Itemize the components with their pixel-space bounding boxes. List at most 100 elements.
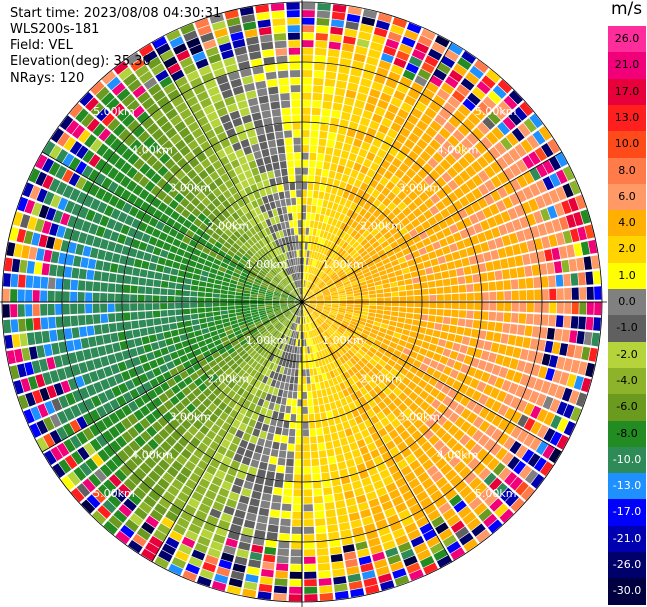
velocity-gate xyxy=(356,172,366,182)
velocity-gate xyxy=(332,568,346,578)
velocity-gate xyxy=(322,255,328,263)
velocity-gate xyxy=(302,197,307,205)
velocity-gate xyxy=(558,216,569,230)
velocity-gate xyxy=(367,261,375,268)
velocity-gate xyxy=(289,330,293,338)
velocity-gate xyxy=(363,326,372,332)
velocity-gate xyxy=(124,134,137,147)
velocity-gate xyxy=(476,156,489,169)
velocity-gate xyxy=(227,294,235,299)
velocity-gate xyxy=(448,412,460,424)
velocity-gate xyxy=(104,133,117,147)
velocity-gate xyxy=(288,296,295,300)
velocity-gate xyxy=(449,474,463,487)
velocity-gate xyxy=(308,315,312,322)
velocity-gate xyxy=(450,148,462,161)
velocity-gate xyxy=(434,212,444,223)
velocity-gate xyxy=(51,398,63,412)
velocity-gate xyxy=(314,277,320,284)
velocity-gate xyxy=(231,202,240,211)
velocity-gate xyxy=(145,303,153,311)
velocity-gate xyxy=(318,359,323,367)
velocity-gate xyxy=(251,143,260,153)
velocity-gate xyxy=(365,459,375,469)
velocity-gate xyxy=(289,220,294,228)
velocity-gate xyxy=(452,380,462,391)
velocity-gate xyxy=(424,198,435,209)
velocity-gate xyxy=(339,197,347,206)
velocity-gate xyxy=(258,461,268,471)
velocity-gate xyxy=(555,315,564,328)
velocity-gate xyxy=(390,122,402,133)
velocity-gate xyxy=(377,401,387,411)
velocity-gate xyxy=(461,336,471,346)
velocity-gate xyxy=(247,43,261,53)
velocity-gate xyxy=(302,77,312,85)
velocity-gate xyxy=(111,454,124,468)
velocity-gate xyxy=(152,397,163,408)
velocity-gate xyxy=(307,307,313,313)
velocity-gate xyxy=(391,306,399,312)
velocity-gate xyxy=(258,356,266,365)
velocity-gate xyxy=(390,241,399,249)
velocity-gate xyxy=(233,230,242,239)
velocity-gate xyxy=(223,189,232,199)
velocity-gate xyxy=(280,298,288,301)
velocity-gate xyxy=(352,344,360,352)
velocity-gate xyxy=(412,359,422,369)
velocity-gate xyxy=(293,220,298,228)
velocity-gate xyxy=(413,465,426,477)
velocity-gate xyxy=(219,411,229,421)
velocity-gate xyxy=(263,117,273,126)
velocity-gate xyxy=(321,419,329,428)
velocity-gate xyxy=(317,280,323,286)
velocity-gate xyxy=(235,265,244,272)
velocity-gate xyxy=(302,309,305,317)
velocity-gate xyxy=(449,369,459,379)
velocity-gate xyxy=(472,320,481,329)
velocity-gate xyxy=(299,287,301,295)
velocity-gate xyxy=(548,355,559,368)
velocity-gate xyxy=(56,442,70,457)
velocity-gate xyxy=(376,293,384,298)
velocity-gate xyxy=(302,17,315,25)
velocity-gate xyxy=(266,352,272,360)
velocity-gate xyxy=(506,132,519,146)
velocity-gate xyxy=(155,69,169,82)
velocity-gate xyxy=(360,508,372,519)
velocity-gate xyxy=(225,449,235,459)
velocity-gate xyxy=(235,288,244,293)
velocity-gate xyxy=(193,109,206,121)
velocity-gate xyxy=(288,436,295,444)
velocity-gate xyxy=(184,151,195,163)
velocity-gate xyxy=(85,234,95,246)
velocity-gate xyxy=(187,382,198,392)
velocity-gate xyxy=(134,507,148,520)
velocity-gate xyxy=(408,402,419,413)
velocity-gate xyxy=(249,227,257,236)
velocity-gate xyxy=(193,419,203,430)
velocity-gate xyxy=(515,159,528,173)
velocity-gate xyxy=(62,185,74,199)
velocity-gate xyxy=(85,458,98,472)
velocity-gate xyxy=(345,183,353,192)
velocity-gate xyxy=(371,343,380,351)
velocity-gate xyxy=(198,65,212,76)
velocity-gate xyxy=(257,591,272,600)
velocity-gate xyxy=(337,461,347,470)
velocity-gate xyxy=(267,344,274,352)
velocity-gate xyxy=(46,385,57,399)
velocity-gate xyxy=(223,376,232,386)
velocity-gate xyxy=(436,302,444,309)
velocity-gate xyxy=(502,152,515,166)
velocity-gate xyxy=(321,358,326,366)
velocity-gate xyxy=(286,276,291,284)
velocity-gate xyxy=(122,202,133,214)
velocity-gate xyxy=(265,296,273,299)
velocity-gate xyxy=(88,473,102,488)
velocity-gate xyxy=(305,227,310,235)
velocity-gate xyxy=(235,239,244,247)
velocity-gate xyxy=(255,4,270,14)
velocity-gate xyxy=(262,447,271,456)
velocity-gate xyxy=(29,423,42,438)
